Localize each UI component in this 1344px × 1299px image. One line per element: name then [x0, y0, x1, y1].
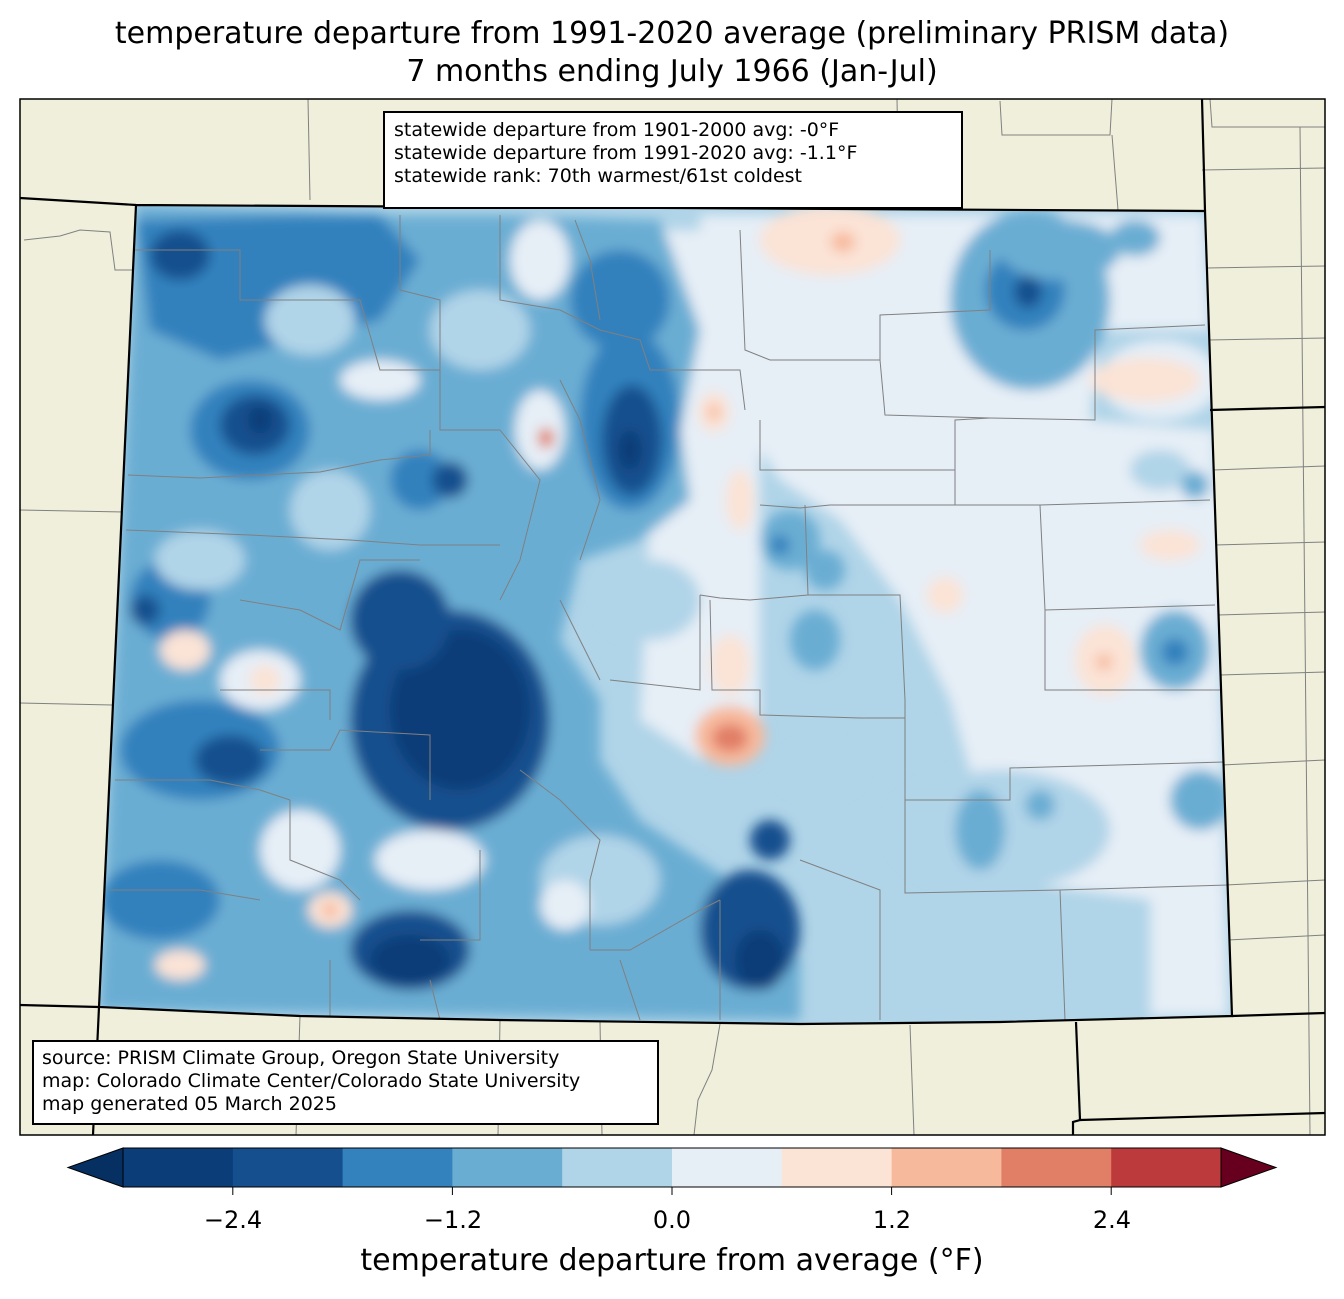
stats-rank: statewide rank: 70th warmest/61st coldes… — [394, 165, 803, 187]
map-title-line1: temperature departure from 1991-2020 ave… — [114, 16, 1230, 51]
colorbar-label: temperature departure from average (°F) — [360, 1243, 984, 1278]
neighbor-county-lines — [19, 98, 1326, 1136]
colorbar-tick-label: −2.4 — [203, 1206, 263, 1234]
map-title-line2: 7 months ending July 1966 (Jan-Jul) — [406, 54, 938, 89]
stats-departure-1991-2020: statewide departure from 1991-2020 avg: … — [394, 142, 858, 164]
source-box: source: PRISM Climate Group, Oregon Stat… — [32, 1040, 659, 1125]
colorbar-tick-label: −1.2 — [423, 1206, 483, 1234]
generated-date-line: map generated 05 March 2025 — [42, 1093, 337, 1115]
statewide-stats-box: statewide departure from 1901-2000 avg: … — [383, 111, 963, 209]
colorbar-tick-label: 1.2 — [872, 1206, 912, 1234]
map-credit-line: map: Colorado Climate Center/Colorado St… — [42, 1070, 581, 1092]
stats-departure-1901-2000: statewide departure from 1901-2000 avg: … — [394, 119, 840, 141]
source-line: source: PRISM Climate Group, Oregon Stat… — [42, 1047, 560, 1069]
temperature-field — [99, 205, 1232, 1024]
colorbar-tick-label: 2.4 — [1092, 1206, 1132, 1234]
county-lines — [110, 215, 1231, 1021]
colorbar-tick-label: 0.0 — [652, 1206, 692, 1234]
